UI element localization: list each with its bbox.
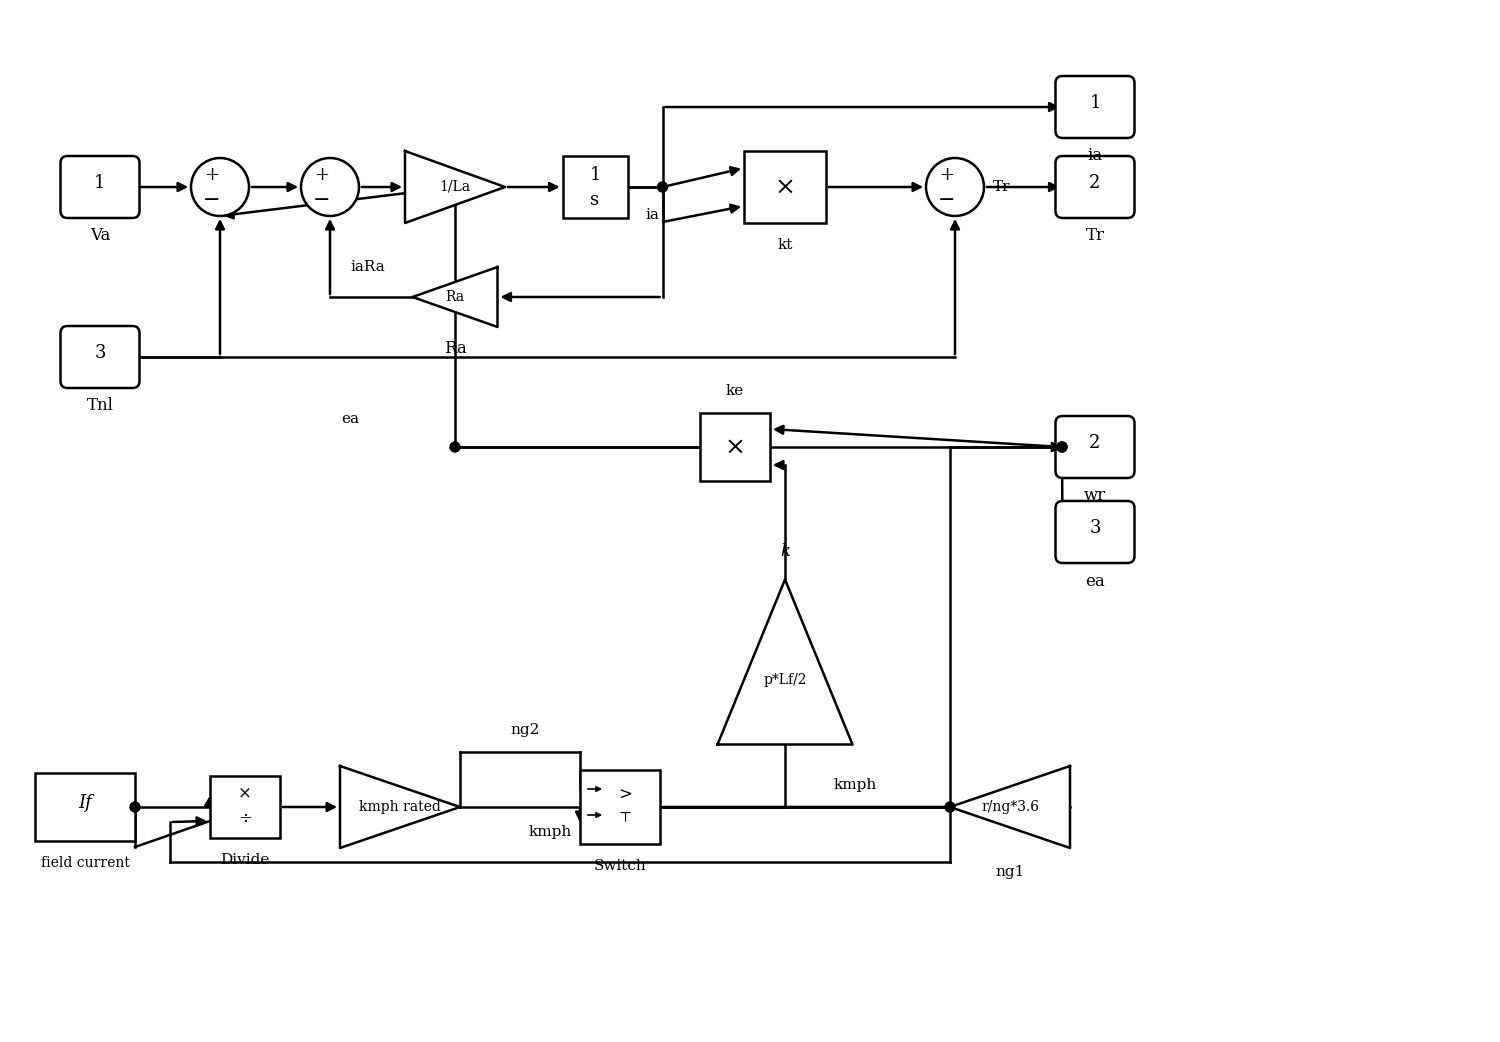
Text: r/ng*3.6: r/ng*3.6	[981, 800, 1040, 814]
Circle shape	[130, 802, 140, 812]
Text: −: −	[202, 192, 220, 210]
Ellipse shape	[190, 158, 249, 216]
Text: 1: 1	[590, 166, 600, 184]
Text: ÷: ÷	[238, 811, 252, 827]
Text: Divide: Divide	[220, 853, 270, 867]
Text: +: +	[314, 166, 328, 183]
Circle shape	[945, 802, 956, 812]
Text: kmph: kmph	[834, 778, 876, 792]
Text: ia: ia	[1088, 148, 1102, 165]
Bar	[744, 151, 827, 223]
FancyBboxPatch shape	[1056, 416, 1134, 478]
Circle shape	[450, 442, 460, 452]
Polygon shape	[413, 267, 498, 327]
Bar	[580, 770, 660, 844]
Text: Tr: Tr	[993, 180, 1011, 194]
Polygon shape	[340, 766, 460, 848]
Bar	[562, 156, 627, 218]
Text: kmph rated: kmph rated	[358, 800, 441, 814]
Text: 1: 1	[1089, 94, 1101, 111]
Text: s: s	[591, 191, 600, 209]
FancyBboxPatch shape	[1056, 501, 1134, 563]
Text: 1: 1	[94, 174, 105, 192]
Text: Ra: Ra	[446, 290, 465, 304]
Bar	[210, 776, 280, 838]
Text: wr: wr	[1084, 488, 1106, 504]
Bar	[34, 773, 135, 841]
Text: 3: 3	[1089, 519, 1101, 537]
Polygon shape	[717, 579, 852, 744]
Text: k: k	[780, 543, 790, 560]
Text: −: −	[938, 192, 956, 210]
Text: Ra: Ra	[444, 341, 466, 357]
Text: Tr: Tr	[1086, 227, 1104, 245]
Text: −: −	[312, 192, 330, 210]
Text: If: If	[78, 794, 92, 812]
FancyBboxPatch shape	[60, 156, 140, 218]
Polygon shape	[950, 766, 1070, 848]
Text: >: >	[618, 787, 632, 803]
Text: ×: ×	[774, 175, 795, 198]
Text: ea: ea	[1084, 572, 1106, 590]
Text: iaRa: iaRa	[350, 260, 386, 274]
Text: ×: ×	[238, 785, 252, 801]
Text: ×: ×	[724, 436, 746, 458]
Text: ng1: ng1	[996, 865, 1024, 879]
Text: kmph: kmph	[528, 825, 572, 839]
Text: Switch: Switch	[594, 859, 646, 873]
Polygon shape	[405, 151, 506, 223]
Text: +: +	[204, 166, 219, 183]
FancyBboxPatch shape	[60, 326, 140, 388]
Ellipse shape	[926, 158, 984, 216]
Text: Tnl: Tnl	[87, 397, 114, 415]
Text: 2: 2	[1089, 174, 1101, 192]
FancyBboxPatch shape	[1056, 76, 1134, 138]
FancyBboxPatch shape	[1056, 156, 1134, 218]
Text: 1/La: 1/La	[440, 180, 471, 194]
Text: ke: ke	[726, 384, 744, 398]
Text: ⊤: ⊤	[618, 810, 632, 824]
Text: 3: 3	[94, 344, 105, 362]
Text: ia: ia	[645, 208, 660, 222]
Text: Va: Va	[90, 227, 110, 245]
Circle shape	[657, 182, 668, 192]
Circle shape	[1058, 442, 1066, 452]
Ellipse shape	[302, 158, 358, 216]
Text: kt: kt	[777, 238, 792, 252]
Text: ea: ea	[340, 412, 358, 426]
Circle shape	[1058, 442, 1066, 452]
Text: +: +	[939, 166, 954, 183]
Text: ng2: ng2	[510, 723, 540, 737]
Text: field current: field current	[40, 855, 129, 870]
Bar	[700, 413, 770, 481]
Text: 2: 2	[1089, 435, 1101, 452]
Text: p*Lf/2: p*Lf/2	[764, 673, 807, 687]
